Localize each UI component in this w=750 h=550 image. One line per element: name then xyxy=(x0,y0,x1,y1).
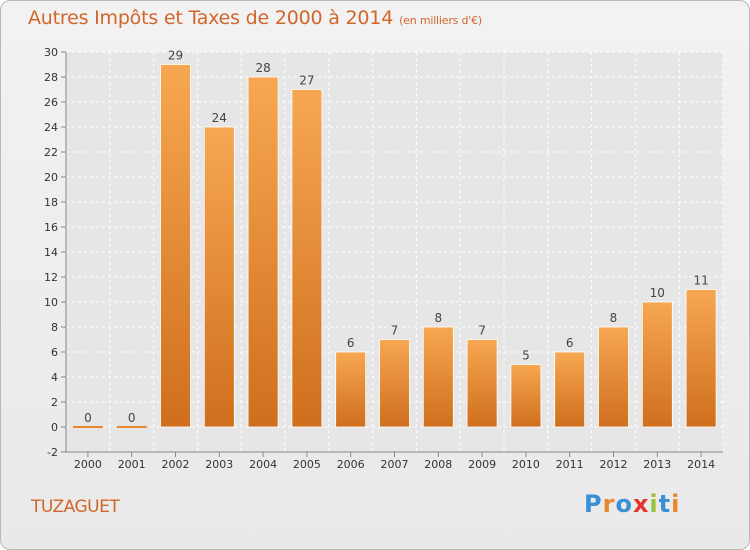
x-tick-label: 2010 xyxy=(512,458,540,471)
x-tick-label: 2006 xyxy=(337,458,365,471)
y-tick-label: 30 xyxy=(44,46,58,59)
bar xyxy=(291,89,323,428)
x-tick-label: 2008 xyxy=(424,458,452,471)
y-tick-label: 18 xyxy=(44,196,58,209)
chart-title: Autres Impôts et Taxes de 2000 à 2014 (en… xyxy=(28,7,482,29)
bar xyxy=(247,76,279,428)
x-tick-label: 2011 xyxy=(556,458,584,471)
data-label: 27 xyxy=(299,74,314,88)
y-tick-label: 14 xyxy=(44,246,58,259)
y-tick-label: 4 xyxy=(51,371,58,384)
chart-title-text: Autres Impôts et Taxes de 2000 à 2014 xyxy=(28,7,394,29)
y-tick-label: 26 xyxy=(44,96,58,109)
data-label: 8 xyxy=(434,311,442,325)
x-tick-label: 2003 xyxy=(205,458,233,471)
data-label: 11 xyxy=(693,274,708,288)
bar xyxy=(685,289,717,428)
data-label: 24 xyxy=(212,111,227,125)
bar xyxy=(160,64,191,428)
data-label: 8 xyxy=(610,311,618,325)
bar xyxy=(510,364,542,428)
y-tick-label: 0 xyxy=(51,421,58,434)
data-label: 0 xyxy=(128,411,136,425)
logo-letter: r xyxy=(602,490,616,518)
y-tick-label: 6 xyxy=(51,346,58,359)
logo-letter: i xyxy=(649,490,659,518)
x-tick-label: 2005 xyxy=(293,458,321,471)
bar xyxy=(379,339,410,428)
logo-letter: t xyxy=(658,490,672,518)
y-tick-label: 10 xyxy=(44,296,58,309)
proxiti-logo: Proxiti xyxy=(584,490,680,518)
x-tick-label: 2002 xyxy=(162,458,190,471)
bar xyxy=(422,326,454,428)
y-tick-label: 24 xyxy=(44,121,58,134)
y-tick-label: 22 xyxy=(44,146,58,159)
x-tick-label: 2000 xyxy=(74,458,102,471)
logo-letter: x xyxy=(632,490,650,518)
logo-letter: i xyxy=(671,490,681,518)
data-label: 28 xyxy=(255,61,270,75)
data-label: 6 xyxy=(347,336,355,350)
data-label: 29 xyxy=(168,49,183,63)
y-tick-label: 2 xyxy=(51,396,58,409)
bar xyxy=(335,351,367,428)
chart-subtitle: (en milliers d'€) xyxy=(399,14,482,27)
logo-letter: o xyxy=(615,490,633,518)
logo-letter: P xyxy=(584,490,603,518)
data-label: 7 xyxy=(391,324,399,338)
x-tick-label: 2004 xyxy=(249,458,277,471)
y-tick-label: 8 xyxy=(51,321,58,334)
data-label: 6 xyxy=(566,336,574,350)
y-tick-label: 12 xyxy=(44,271,58,284)
x-tick-label: 2012 xyxy=(600,458,628,471)
bar xyxy=(203,126,235,428)
data-label: 5 xyxy=(522,349,530,363)
y-tick-label: 16 xyxy=(44,221,58,234)
bar xyxy=(466,339,498,428)
y-tick-label: -2 xyxy=(47,446,58,459)
bar xyxy=(641,301,673,428)
data-label: 0 xyxy=(84,411,92,425)
x-tick-label: 2014 xyxy=(687,458,715,471)
x-tick-label: 2001 xyxy=(118,458,146,471)
commune-name: TUZAGUET xyxy=(31,497,120,517)
x-tick-label: 2009 xyxy=(468,458,496,471)
x-tick-label: 2013 xyxy=(643,458,671,471)
bar xyxy=(598,326,629,428)
y-tick-label: 20 xyxy=(44,171,58,184)
data-label: 10 xyxy=(650,286,665,300)
bar xyxy=(554,351,586,428)
data-label: 7 xyxy=(478,324,486,338)
y-tick-label: 28 xyxy=(44,71,58,84)
x-tick-label: 2007 xyxy=(381,458,409,471)
